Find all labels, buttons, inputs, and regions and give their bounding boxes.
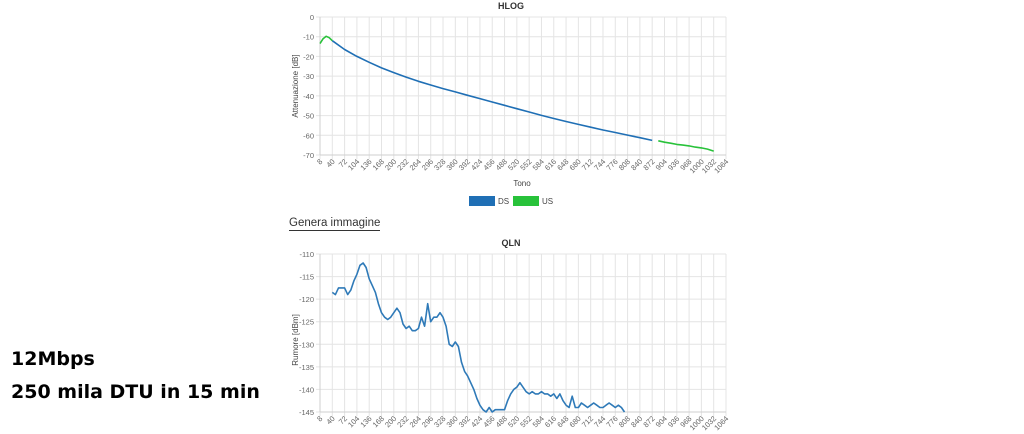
hlog-chart: HLOG 0-10-20-30-40-50-60-70 8 40 721041361… (291, 1, 730, 206)
hlog-y-tick-label: 0 (310, 13, 314, 22)
hlog-y-tick-label: -40 (303, 92, 314, 101)
qln-y-tick-label: -145 (299, 408, 314, 417)
qln-y-tick-label: -125 (299, 318, 314, 327)
qln-y-tick-label: -130 (299, 340, 314, 349)
hlog-x-axis-label: Tono (513, 179, 531, 188)
qln-chart: QLN -110 -115 -120 -125 -130 -135 -140 -145 8 40… (291, 238, 730, 432)
hlog-y-tick-label: -70 (303, 151, 314, 160)
hlog-y-axis-label: Attenuazione [dB] (291, 54, 300, 117)
qln-series-0-line (331, 262, 626, 413)
hlog-x-tick-label: 8 (315, 157, 324, 166)
caption-dtu: 250 mila DTU in 15 min (11, 381, 260, 403)
legend-us-label[interactable]: US (542, 197, 553, 206)
qln-y-axis-label: Rumore [dBm] (291, 314, 300, 366)
hlog-y-tick-label: -20 (303, 52, 314, 61)
qln-y-tick-label: -115 (300, 273, 314, 282)
hlog-y-tick-label: -50 (303, 112, 314, 121)
hlog-x-tick-label: 40 (324, 157, 336, 169)
qln-title: QLN (502, 238, 521, 248)
hlog-y-tick-label: -30 (303, 72, 314, 81)
qln-x-tick-label: 8 (315, 414, 324, 423)
caption-speed: 12Mbps (11, 348, 95, 370)
legend-ds-swatch[interactable] (469, 196, 495, 206)
qln-y-tick-label: -110 (300, 250, 314, 259)
hlog-y-tick-label: -10 (303, 33, 314, 42)
hlog-us-line (658, 140, 714, 152)
hlog-us-line (319, 35, 333, 45)
qln-y-tick-label: -120 (299, 295, 314, 304)
qln-x-tick-label: 1064 (712, 414, 730, 432)
hlog-title: HLOG (498, 1, 524, 11)
hlog-x-tick-label: 1064 (712, 157, 730, 175)
qln-y-tick-label: -140 (299, 385, 314, 394)
hlog-legend[interactable]: DS US (469, 196, 553, 206)
legend-ds-label[interactable]: DS (498, 197, 509, 206)
hlog-ds-line (331, 40, 653, 142)
hlog-y-tick-label: -60 (303, 131, 314, 140)
generate-image-link[interactable]: Genera immagine (289, 217, 381, 231)
qln-y-tick-label: -135 (299, 363, 314, 372)
qln-x-tick-label: 40 (324, 414, 336, 426)
legend-us-swatch[interactable] (513, 196, 539, 206)
